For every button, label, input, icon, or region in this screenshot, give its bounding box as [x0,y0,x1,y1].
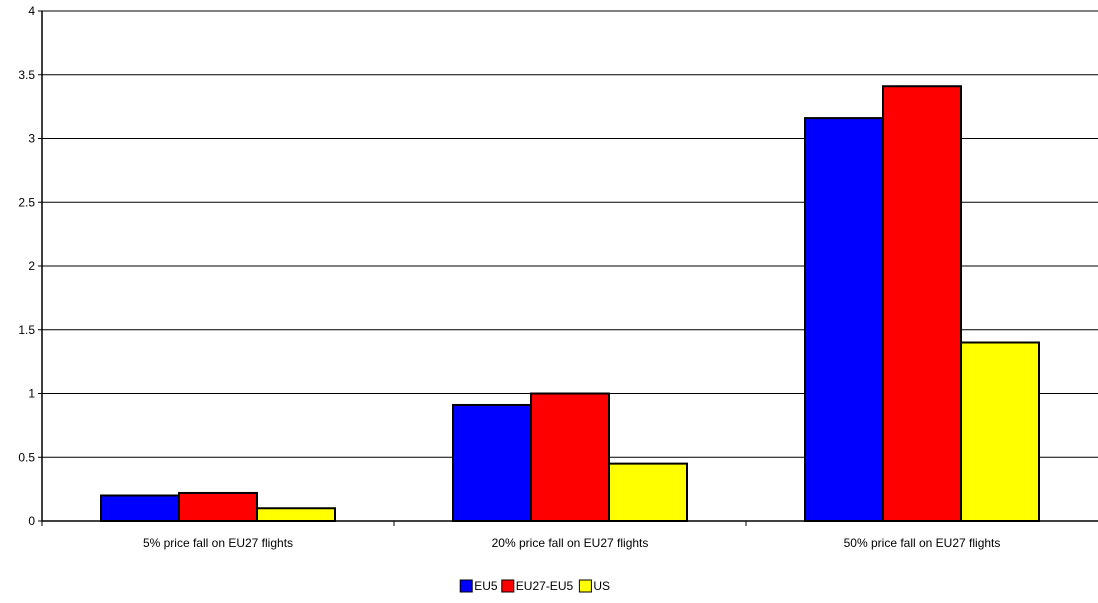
x-axis-ticks: 5% price fall on EU27 flights 20% price f… [41,521,1001,550]
legend-item: US [578,579,610,593]
bar-eu27-eu5 [882,85,962,522]
bar-us [256,507,336,522]
y-tick-label: 1.5 [18,323,35,337]
bar-eu27-eu5 [178,491,258,523]
y-tick-label: 0 [28,514,35,528]
bar-eu5 [452,403,532,523]
legend: EU5 EU27-EU5 US [459,579,610,593]
x-tick-label: 20% price fall on EU27 flights [492,536,649,550]
x-tick-label: 50% price fall on EU27 flights [844,536,1001,550]
bars [100,85,1040,523]
bar-us [960,341,1040,522]
y-tick-label: 4 [28,4,35,18]
bar-us [608,462,688,522]
x-tick-label: 5% price fall on EU27 flights [143,536,293,550]
bar-eu5 [804,117,884,522]
legend-label: EU5 [474,579,498,593]
legend-item: EU27-EU5 [501,579,574,593]
legend-item: EU5 [459,579,498,593]
y-axis-ticks: 0 0.5 1 1.5 2 2.5 3 3.5 4 [18,4,42,528]
legend-label: EU27-EU5 [516,579,574,593]
legend-swatch [578,579,592,593]
y-tick-label: 3.5 [18,68,35,82]
gridlines [42,10,1098,458]
y-tick-label: 2.5 [18,195,35,209]
y-tick-label: 2 [28,259,35,273]
legend-label: US [593,579,610,593]
bar-eu5 [100,494,180,522]
y-tick-label: 3 [28,132,35,146]
legend-swatch [501,579,515,593]
y-tick-label: 0.5 [18,450,35,464]
legend-swatch [459,579,473,593]
bar-eu27-eu5 [530,392,610,522]
y-tick-label: 1 [28,387,35,401]
